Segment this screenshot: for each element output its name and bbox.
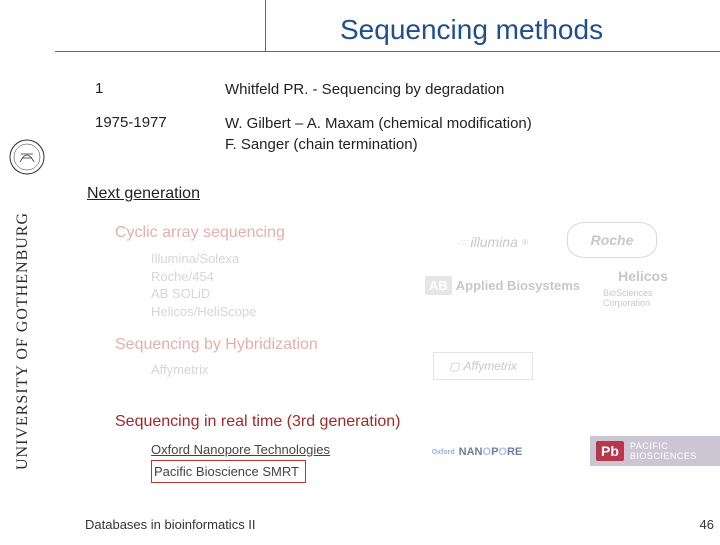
list-item: Oxford Nanopore Technologies (151, 440, 330, 460)
sidebar-university-text: UNIVERSITY OF GOTHENBURG (14, 212, 31, 470)
timeline-table: 1 Whitfeld PR. - Sequencing by degradati… (95, 80, 665, 169)
realtime-heading: Sequencing in real time (3rd generation) (115, 413, 401, 431)
helicos-logo: Helicos BioSciences Corporation (603, 268, 683, 302)
nanopore-logo: Oxford NANOPORE (412, 438, 542, 466)
timeline-year: 1 (95, 80, 225, 100)
illumina-logo: ∴∵illumina® (433, 228, 553, 256)
timeline-row: 1975-1977 W. Gilbert – A. Maxam (chemica… (95, 114, 665, 155)
hybridization-heading: Sequencing by Hybridization (115, 336, 318, 354)
title-block: Sequencing methods (55, 0, 720, 75)
list-item: Affymetrix (151, 362, 209, 377)
footer-text: Databases in bioinformatics II (85, 517, 256, 532)
list-item: Illumina/Solexa (151, 250, 257, 268)
timeline-row: 1 Whitfeld PR. - Sequencing by degradati… (95, 80, 665, 100)
roche-logo: Roche (567, 222, 657, 258)
timeline-desc: Whitfeld PR. - Sequencing by degradation (225, 80, 665, 100)
title-divider-vertical (265, 0, 266, 51)
timeline-desc: W. Gilbert – A. Maxam (chemical modifica… (225, 114, 665, 155)
cyclic-array-list: Illumina/Solexa Roche/454 AB SOLiD Helic… (151, 250, 257, 320)
affymetrix-logo: ▢Affymetrix (433, 352, 533, 380)
list-item: Helicos/HeliScope (151, 303, 257, 321)
title-divider-horizontal (55, 51, 720, 52)
list-item: AB SOLiD (151, 285, 257, 303)
pacific-biosciences-logo: Pb PACIFIC BIOSCIENCES (590, 436, 720, 466)
list-item-highlighted: Pacific Bioscience SMRT (151, 460, 306, 484)
university-logo-sidebar: UNIVERSITY OF GOTHENBURG (0, 0, 55, 540)
hybridization-list: Affymetrix (151, 362, 209, 377)
slide-title: Sequencing methods (340, 14, 603, 46)
realtime-list: Oxford Nanopore Technologies Pacific Bio… (151, 440, 330, 483)
list-item: Roche/454 (151, 268, 257, 286)
page-number: 46 (700, 517, 714, 532)
applied-biosystems-logo: AB Applied Biosystems (425, 270, 585, 300)
cyclic-array-heading: Cyclic array sequencing (115, 224, 285, 242)
timeline-year: 1975-1977 (95, 114, 225, 155)
next-generation-heading: Next generation (87, 185, 200, 203)
